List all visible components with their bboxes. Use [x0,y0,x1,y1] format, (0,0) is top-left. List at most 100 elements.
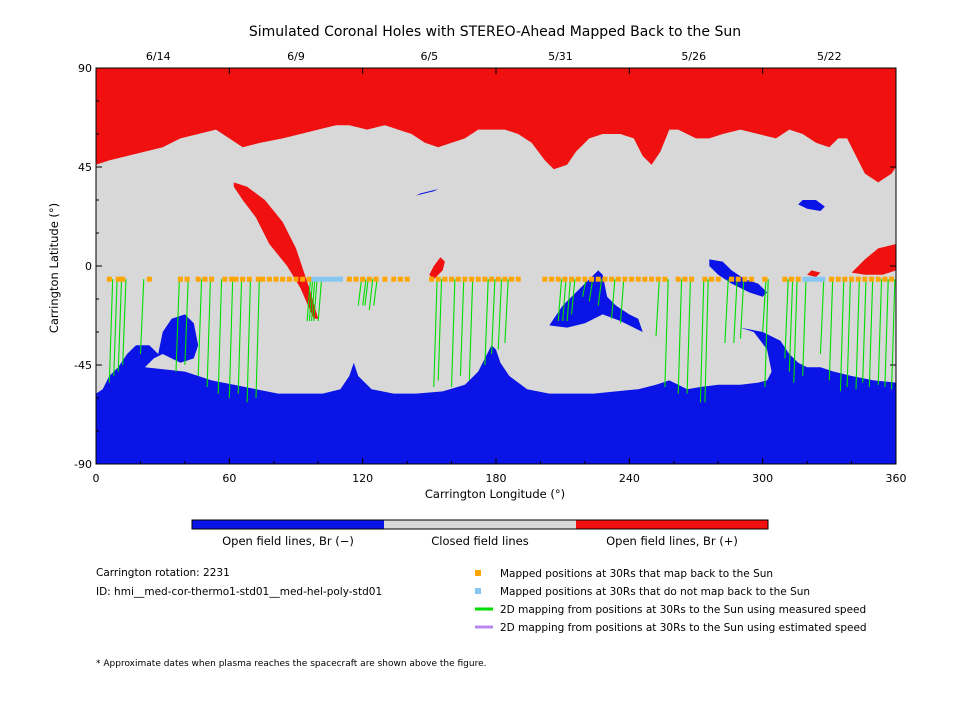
unmapped-position-point [337,276,343,282]
chart-title: Simulated Coronal Holes with STEREO-Ahea… [249,24,741,40]
mapped-position-point [229,276,235,282]
mapped-position-point [455,276,461,282]
measured-field-line [197,279,203,377]
mapped-position-point [469,276,475,282]
measured-field-line [877,279,883,385]
mapped-position-point [293,276,299,282]
mapped-position-point [360,276,366,282]
mapped-position-point [209,276,215,282]
measured-field-line [588,279,594,302]
measured-field-line [764,279,769,388]
measured-field-line [117,279,123,372]
measured-field-line [206,279,211,388]
mapped-position-point [855,276,861,282]
mapped-position-point [649,276,655,282]
mapped-position-point [875,276,881,282]
mapped-position-point [404,276,410,282]
measured-field-line [237,279,243,394]
mapped-position-point [260,276,266,282]
measured-field-line [108,279,114,383]
measured-field-line [368,279,374,311]
colorbar-frame [191,519,769,530]
colorbar-segment [192,520,384,529]
mapped-position-point [742,276,748,282]
negative-hole-205-lon [549,270,643,332]
x-tick-label: 240 [619,472,640,485]
mapped-position-point [120,276,126,282]
mapped-position-point [184,276,190,282]
unmapped-position-point [815,276,821,282]
mapped-position-point [502,276,508,282]
mapped-position-point [177,276,183,282]
y-tick-label: 0 [85,260,92,273]
unmapped-position-point [311,276,317,282]
mapped-position-point [306,276,312,282]
unmapped-position-point [820,276,826,282]
measured-field-line [491,279,496,355]
mapped-position-point [442,276,448,282]
mapped-position-point [789,276,795,282]
measured-field-line [362,279,367,306]
measured-field-line [255,279,260,399]
measured-field-line [664,279,669,388]
x-tick-label: 120 [352,472,373,485]
y-tick-label: -90 [74,458,92,471]
mapped-position-point [589,276,595,282]
measured-field-line [571,279,576,315]
field-line-layer [108,279,896,403]
measured-field-line [855,279,860,390]
mapped-position-point [509,276,515,282]
measured-field-line [317,279,323,322]
measured-field-line [311,279,316,322]
mapped-position-point [146,276,152,282]
measured-field-line [175,279,180,372]
mapped-position-point [366,276,372,282]
mapped-position-point [562,276,568,282]
mapped-position-point [391,276,397,282]
measured-field-line [862,279,867,383]
measured-field-line [184,279,189,366]
mapped-position-point [475,276,481,282]
top-date-label: 6/5 [420,50,438,63]
mapped-position-point [495,276,501,282]
mapped-position-point [300,276,306,282]
top-date-label: 5/31 [548,50,573,63]
measured-field-line [819,279,825,355]
mapped-position-point [273,276,279,282]
measured-field-line [884,279,889,388]
unmapped-position-point [324,276,330,282]
measured-field-line [566,279,571,322]
legend: Mapped positions at 30Rs that map back t… [475,568,867,634]
mapped-position-point [346,276,352,282]
mapped-position-point [549,276,555,282]
mapped-position-point [222,276,228,282]
measured-field-line [784,279,789,359]
top-date-label: 6/14 [146,50,171,63]
y-tick-label: 90 [78,62,92,75]
mapped-position-point [702,276,708,282]
carrington-rotation-text: Carrington rotation: 2231 [96,567,230,579]
mapped-position-point [862,276,868,282]
mapped-position-point [609,276,615,282]
mapped-position-point [569,276,575,282]
mapped-position-point [675,276,681,282]
colorbar-segment [576,520,768,529]
measured-field-line [582,279,587,297]
positive-streak-80-lon [233,182,319,319]
measured-field-line [139,279,145,355]
mapped-position-point [429,276,435,282]
mapped-position-point [842,276,848,282]
measured-field-line [557,279,563,322]
measured-field-line [793,279,798,383]
measured-field-line [364,279,369,306]
colorbar-segment [384,520,576,529]
mapped-position-point [515,276,521,282]
mapped-position-point [397,276,403,282]
measured-field-line [762,279,767,333]
top-date-label: 5/26 [681,50,706,63]
mapped-position-point [682,276,688,282]
colorbar-label: Open field lines, Br (−) [222,534,354,548]
mapped-position-point [542,276,548,282]
